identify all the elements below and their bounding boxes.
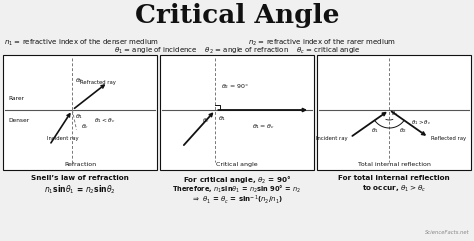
Text: $\Rightarrow$ $\theta_1$ = $\theta_c$ = sin$^{-1}$($n_2$/$n_1$): $\Rightarrow$ $\theta_1$ = $\theta_c$ = … bbox=[191, 193, 283, 206]
Text: Therefore, $n_1$sin$\theta_1$ = $n_2$sin 90° = $n_2$: Therefore, $n_1$sin$\theta_1$ = $n_2$sin… bbox=[173, 184, 301, 195]
Text: $\theta_1$: $\theta_1$ bbox=[219, 114, 227, 123]
Text: Critical Angle: Critical Angle bbox=[135, 3, 339, 28]
Text: Reflected ray: Reflected ray bbox=[431, 135, 466, 141]
Text: $\theta_1 < \theta_c$: $\theta_1 < \theta_c$ bbox=[94, 116, 116, 125]
Bar bbox=[3, 55, 157, 170]
Text: $\theta_c$: $\theta_c$ bbox=[202, 116, 210, 125]
Text: ScienceFacts.net: ScienceFacts.net bbox=[425, 230, 470, 235]
Text: $\theta_1 = \theta_c$: $\theta_1 = \theta_c$ bbox=[252, 122, 275, 131]
Text: Refraction: Refraction bbox=[64, 162, 96, 167]
Text: Rarer: Rarer bbox=[8, 95, 24, 100]
Text: Total internal reflection: Total internal reflection bbox=[357, 162, 430, 167]
Text: Critical angle: Critical angle bbox=[216, 162, 258, 167]
Bar bbox=[160, 55, 314, 170]
Text: Incident ray: Incident ray bbox=[317, 135, 348, 141]
Text: $\theta_c$: $\theta_c$ bbox=[392, 109, 399, 118]
Text: For critical angle, $\theta_2$ = 90°: For critical angle, $\theta_2$ = 90° bbox=[183, 175, 291, 186]
Text: $\theta_c$: $\theta_c$ bbox=[82, 122, 90, 131]
Text: to occur, $\theta_1 > \theta_c$: to occur, $\theta_1 > \theta_c$ bbox=[362, 184, 426, 194]
Text: $n_2$ = refractive index of the rarer medium: $n_2$ = refractive index of the rarer me… bbox=[248, 38, 396, 48]
Text: $\theta_1 > \theta_c$: $\theta_1 > \theta_c$ bbox=[411, 118, 431, 127]
Text: $\theta_2$: $\theta_2$ bbox=[400, 126, 407, 135]
Bar bbox=[317, 55, 471, 170]
Text: For total internal reflection: For total internal reflection bbox=[338, 175, 450, 181]
Text: Denser: Denser bbox=[8, 118, 29, 122]
Text: Refracted ray: Refracted ray bbox=[80, 80, 116, 85]
Text: $\theta_1$: $\theta_1$ bbox=[75, 112, 83, 121]
Text: $\theta_2$: $\theta_2$ bbox=[75, 76, 83, 85]
Text: $n_1$sin$\theta_1$ = $n_2$sin$\theta_2$: $n_1$sin$\theta_1$ = $n_2$sin$\theta_2$ bbox=[44, 184, 116, 196]
Text: Snell’s law of refraction: Snell’s law of refraction bbox=[31, 175, 129, 181]
Text: Incident ray: Incident ray bbox=[47, 136, 79, 141]
Text: $\theta_2$ = 90°: $\theta_2$ = 90° bbox=[221, 82, 250, 91]
Text: $\theta_1$ = angle of incidence    $\theta_2$ = angle of refraction    $\theta_c: $\theta_1$ = angle of incidence $\theta_… bbox=[114, 46, 360, 56]
Text: $\theta_1$: $\theta_1$ bbox=[372, 126, 379, 135]
Text: $n_1$ = refractive index of the denser medium: $n_1$ = refractive index of the denser m… bbox=[4, 38, 159, 48]
